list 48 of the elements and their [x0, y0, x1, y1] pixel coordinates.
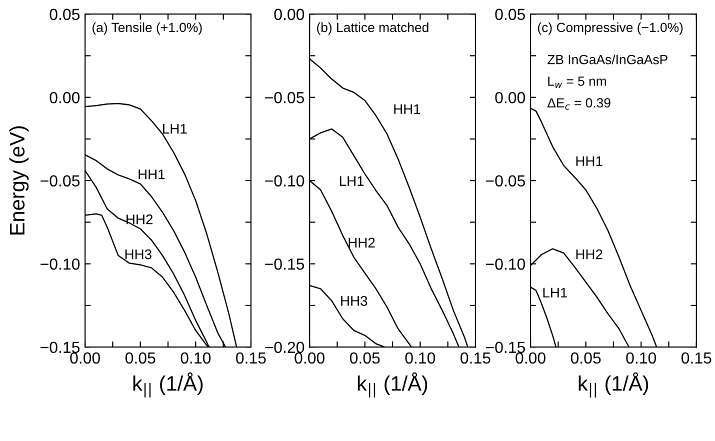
x-axis-title: k$_{||}$ (1/Å): [358, 372, 428, 398]
y-tick-label: −0.10: [486, 258, 526, 270]
x-tick-label: 0.05: [570, 352, 601, 364]
annotation: HH1: [394, 104, 420, 114]
annotation: ZB InGaAs/InGaAsP: [548, 54, 668, 64]
y-tick-label: −0.05: [40, 175, 80, 187]
x-tick-label: 0.05: [125, 352, 156, 364]
text: (c) Compressive (−1.0%): [538, 22, 683, 35]
y-tick-label: 0.05: [50, 8, 80, 20]
annotation: LH1: [163, 124, 187, 134]
x-tick-label: 0.15: [236, 352, 266, 364]
annotation: LH1: [543, 288, 567, 298]
annotation: HH2: [126, 214, 153, 224]
text: (a) Tensile (+1.0%): [92, 22, 202, 35]
y-tick-label: 0.00: [274, 8, 304, 20]
annotation: HH2: [348, 238, 375, 248]
x-tick-label: 0.10: [626, 352, 656, 364]
annotation: L$_{w}$ = 5 nm: [548, 76, 606, 88]
y-axis-title: Energy (eV): [9, 126, 29, 234]
annotation: HH2: [576, 249, 602, 260]
annotation: ΔE$_{c}$ = 0.39: [548, 98, 610, 110]
annotation: HH1: [138, 170, 165, 180]
x-tick-label: 0.00: [294, 352, 325, 364]
y-tick-label: −0.15: [265, 258, 304, 270]
x-tick-label: 0.00: [70, 352, 100, 364]
y-tick-label: −0.05: [265, 92, 304, 104]
x-tick-label: 0.05: [350, 352, 380, 364]
y-tick-label: −0.10: [265, 175, 304, 187]
x-tick-label: 0.15: [681, 352, 712, 364]
y-tick-label: 0.00: [50, 92, 80, 104]
x-tick-label: 0.00: [516, 352, 546, 364]
y-tick-label: −0.05: [486, 175, 525, 187]
x-tick-label: 0.10: [180, 352, 211, 364]
x-axis-title: k$_{||}$ (1/Å): [133, 372, 203, 398]
x-tick-label: 0.15: [460, 352, 490, 364]
text: (b) Lattice matched: [317, 22, 428, 35]
annotation: LH1: [340, 176, 364, 186]
y-tick-label: 0.05: [495, 8, 525, 20]
annotation: HH3: [125, 249, 152, 260]
y-tick-label: −0.20: [265, 342, 304, 354]
annotation: HH1: [576, 156, 602, 166]
y-tick-label: −0.15: [40, 342, 80, 354]
annotation: HH3: [341, 296, 368, 306]
y-tick-label: −0.10: [40, 258, 80, 270]
x-axis-title: k$_{||}$ (1/Å): [578, 372, 648, 398]
y-tick-label: −0.15: [486, 342, 525, 354]
x-tick-label: 0.10: [405, 352, 436, 364]
y-tick-label: 0.00: [495, 92, 526, 104]
